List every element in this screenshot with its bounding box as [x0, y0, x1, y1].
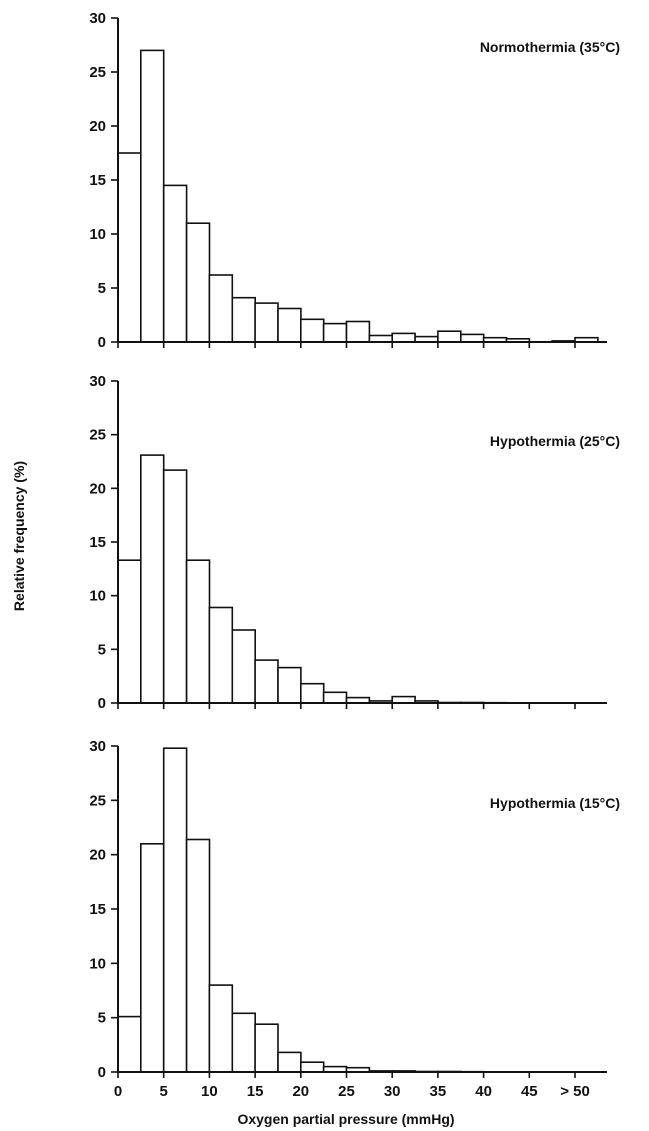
- histogram-bar: [117, 1015, 142, 1073]
- histogram-bar: [299, 1061, 325, 1073]
- y-tick-label: 0: [98, 1064, 106, 1081]
- panel-hypothermia-15c: 0 5 10 15 20 25 30 0 5 10 15 20 25 30 35 40 45 > 50 Hypoth…: [89, 738, 620, 1100]
- histogram-bar: [254, 302, 279, 343]
- histogram-bar: [231, 629, 257, 704]
- histogram-bar: [140, 49, 165, 343]
- x-tick-label: 25: [338, 1083, 355, 1100]
- histogram-bar: [208, 606, 234, 704]
- histogram-bar: [437, 330, 462, 343]
- panel-hypothermia-25c: 0 5 10 15 20 25 30 Hypothermia (25°C): [89, 373, 620, 712]
- histogram-bar: [391, 332, 416, 343]
- histogram-bar: [277, 666, 302, 704]
- histogram-bar: [345, 320, 371, 343]
- histogram-bar: [254, 659, 279, 704]
- histogram-bar: [185, 559, 211, 704]
- histogram-bar: [117, 152, 142, 343]
- y-tick-label: 5: [98, 641, 106, 658]
- y-tick-label: 25: [89, 427, 106, 444]
- y-tick-label: 5: [98, 1010, 106, 1027]
- x-tick-label: 30: [384, 1083, 401, 1100]
- histogram-bar: [231, 296, 257, 343]
- y-tick-label: 5: [98, 280, 106, 297]
- y-tick-label: 10: [89, 588, 106, 605]
- histogram-bar: [208, 274, 234, 343]
- x-tick-label: 40: [475, 1083, 492, 1100]
- y-tick-label: 0: [98, 334, 106, 351]
- histogram-bar: [162, 747, 188, 1073]
- histogram-bar: [322, 691, 348, 704]
- y-tick-label: 25: [89, 64, 106, 81]
- histogram-bar: [117, 559, 142, 704]
- panel-title: Hypothermia (25°C): [490, 433, 620, 449]
- panel-normothermia-35c: 0 5 10 15 20 25 30 Normothermia (35°C): [89, 10, 620, 351]
- y-tick-label: 15: [89, 901, 106, 918]
- histogram-bar: [140, 454, 165, 704]
- y-tick-label: 15: [89, 534, 106, 551]
- x-tick-label: > 50: [560, 1083, 590, 1100]
- x-tick-label: 10: [201, 1083, 218, 1100]
- y-tick-label: 30: [89, 10, 106, 27]
- histogram-bar: [185, 838, 211, 1073]
- x-tick-label: 5: [160, 1083, 168, 1100]
- y-tick-label: 20: [89, 847, 106, 864]
- y-tick-label: 10: [89, 226, 106, 243]
- x-tick-label: 20: [292, 1083, 309, 1100]
- y-tick-label: 30: [89, 738, 106, 755]
- histogram-bar: [231, 1012, 257, 1073]
- y-tick-label: 10: [89, 955, 106, 972]
- histogram-bar: [277, 307, 302, 343]
- histogram-bar: [322, 322, 348, 343]
- y-tick-label: 0: [98, 695, 106, 712]
- panel-title: Hypothermia (15°C): [490, 795, 620, 811]
- y-tick-label: 30: [89, 373, 106, 390]
- y-tick-label: 25: [89, 792, 106, 809]
- histogram-bar: [277, 1051, 302, 1073]
- y-axis-title: Relative frequency (%): [11, 461, 27, 611]
- histogram-bar: [254, 1023, 279, 1073]
- panel-title: Normothermia (35°C): [480, 39, 620, 55]
- x-axis-title: Oxygen partial pressure (mmHg): [237, 1111, 454, 1127]
- x-tick-label: 45: [521, 1083, 538, 1100]
- histogram-bar: [185, 222, 211, 343]
- histogram-bar: [208, 984, 234, 1073]
- histogram-bar: [140, 842, 165, 1073]
- y-tick-label: 15: [89, 172, 106, 189]
- y-tick-label: 20: [89, 480, 106, 497]
- histogram-bar: [162, 184, 188, 343]
- x-tick-label: 15: [247, 1083, 264, 1100]
- histogram-bar: [459, 333, 485, 343]
- histogram-bar: [299, 682, 325, 704]
- x-tick-label: 35: [430, 1083, 447, 1100]
- x-tick-label: 0: [114, 1083, 122, 1100]
- histogram-bar: [299, 318, 325, 343]
- histogram-bar: [162, 469, 188, 704]
- y-tick-label: 20: [89, 118, 106, 135]
